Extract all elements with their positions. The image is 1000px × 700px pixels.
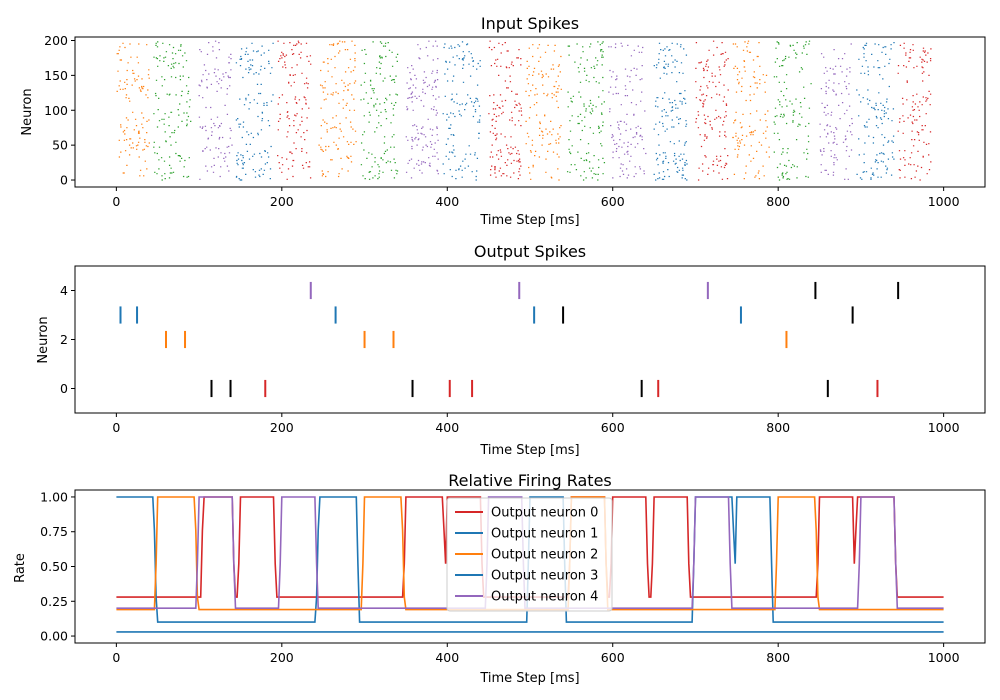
input-spike-block: [653, 42, 688, 181]
legend-label-neuron-1: Output neuron 1: [491, 527, 598, 542]
input-spikes-axes: 0 200 400 600 800 1000 0 50 100 150 200: [44, 33, 986, 209]
rate-line-neuron-1: [116, 496, 944, 623]
output-spikes-marks: [119, 281, 900, 398]
input-spikes-ytick-label: 100: [44, 103, 68, 118]
input-spike-block: [405, 40, 440, 179]
input-spikes-xtick-label: 400: [435, 194, 459, 209]
input-spike-block: [235, 42, 274, 181]
firing-rates-xlabel: Time Step [ms]: [479, 671, 579, 686]
input-spikes-xtick-label: 0: [112, 194, 120, 209]
output-spikes-xlabel: Time Step [ms]: [479, 443, 579, 458]
input-spikes-xtick-label: 600: [601, 194, 625, 209]
input-spike-block: [732, 40, 770, 180]
input-spikes-ytick-label: 150: [44, 68, 68, 83]
output-spikes-xtick-label: 400: [435, 420, 459, 435]
input-spike-block: [488, 40, 523, 180]
firing-rates-panel: Relative Firing Rates Time Step [ms] Rat…: [13, 471, 986, 686]
firing-rates-xtick-label: 0: [112, 650, 120, 665]
firing-rates-ylabel: Rate: [13, 553, 28, 583]
input-spike-block: [318, 40, 357, 178]
firing-rates-ytick-label: 0.25: [40, 594, 68, 609]
input-spike-block: [566, 41, 606, 181]
output-spikes-xtick-label: 0: [112, 420, 120, 435]
output-spikes-ytick-label: 2: [60, 332, 68, 347]
input-spike-block: [198, 40, 233, 180]
firing-rates-ytick-label: 0.00: [40, 629, 68, 644]
legend-label-neuron-2: Output neuron 2: [491, 548, 598, 563]
firing-rates-xtick-label: 600: [601, 650, 625, 665]
input-spike-block: [695, 40, 729, 181]
input-spike-block: [277, 40, 312, 180]
input-spikes-marks: [116, 40, 932, 181]
input-spikes-ytick-label: 50: [52, 138, 68, 153]
input-spike-block: [773, 40, 812, 181]
input-spike-block: [525, 44, 562, 181]
output-spikes-ytick-label: 0: [60, 381, 68, 396]
input-spikes-xlabel: Time Step [ms]: [479, 213, 579, 228]
input-spikes-ylabel: Neuron: [20, 88, 35, 135]
input-spike-block: [897, 42, 932, 181]
output-spikes-panel: Output Spikes Time Step [ms] Neuron 0 200…: [36, 242, 986, 458]
input-spike-block: [856, 42, 895, 180]
output-spikes-ytick-label: 4: [60, 283, 68, 298]
firing-rates-axes: 0 200 400 600 800 1000 0.00 0.25 0.50 0.75 1.00: [40, 489, 986, 665]
input-spike-block: [153, 41, 192, 181]
input-spikes-title: Input Spikes: [481, 14, 579, 33]
firing-rates-xtick-label: 400: [435, 650, 459, 665]
input-spike-block: [360, 41, 399, 180]
output-spikes-xtick-label: 200: [270, 420, 294, 435]
output-spikes-xtick-label: 1000: [928, 420, 960, 435]
firing-rates-ytick-label: 1.00: [40, 489, 68, 504]
input-spikes-xtick-label: 200: [270, 194, 294, 209]
output-spikes-axes: 0 200 400 600 800 1000 0 2 4: [60, 265, 986, 435]
firing-rates-title: Relative Firing Rates: [448, 471, 612, 490]
firing-rates-xtick-label: 1000: [928, 650, 960, 665]
output-spikes-ylabel: Neuron: [36, 316, 51, 363]
legend-box: [446, 497, 613, 612]
firing-rates-xtick-label: 800: [766, 650, 790, 665]
input-spike-block: [608, 42, 647, 179]
input-spikes-panel: Input Spikes Time Step [ms] Neuron 0 200 4…: [20, 14, 986, 228]
legend-label-neuron-3: Output neuron 3: [491, 569, 598, 584]
output-spikes-title: Output Spikes: [474, 242, 586, 261]
input-spike-block: [442, 41, 481, 181]
output-spikes-xtick-label: 600: [601, 420, 625, 435]
input-spikes-frame: [74, 36, 986, 188]
input-spike-block: [819, 43, 853, 180]
legend-label-neuron-4: Output neuron 4: [491, 590, 598, 605]
input-spikes-xtick-label: 800: [766, 194, 790, 209]
input-spikes-ytick-label: 200: [44, 33, 68, 48]
input-spikes-xtick-label: 1000: [928, 194, 960, 209]
legend-label-neuron-0: Output neuron 0: [491, 506, 598, 521]
input-spikes-ytick-label: 0: [60, 173, 68, 188]
firing-rates-legend: Output neuron 0 Output neuron 1 Output neu…: [446, 497, 613, 612]
firing-rates-ytick-label: 0.75: [40, 524, 68, 539]
output-spikes-xtick-label: 800: [766, 420, 790, 435]
firing-rates-xtick-label: 200: [270, 650, 294, 665]
input-spike-block: [116, 42, 150, 177]
firing-rates-ytick-label: 0.50: [40, 559, 68, 574]
